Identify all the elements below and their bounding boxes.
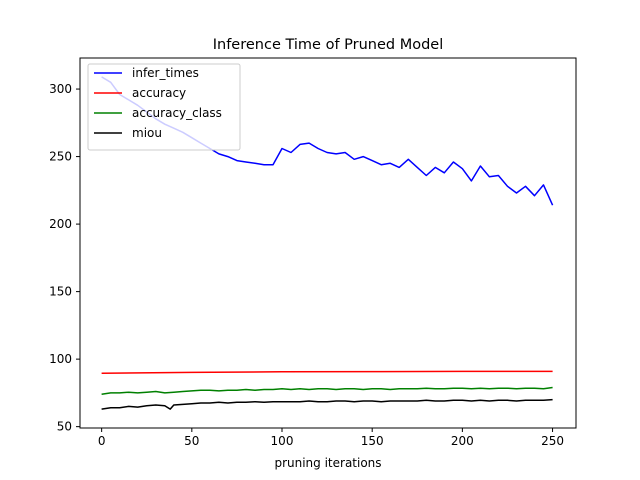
y-tick-label: 200: [49, 217, 72, 231]
y-tick-label: 50: [57, 420, 72, 434]
x-tick-label: 250: [541, 434, 564, 448]
tick-layer: 0 50 100 150 200 250 50 100 150 200 250 300: [49, 82, 564, 448]
x-tick-label: 150: [361, 434, 384, 448]
legend-label-accuracy-class: accuracy_class: [132, 106, 222, 120]
legend-label-miou: miou: [132, 126, 162, 140]
y-tick-label: 150: [49, 285, 72, 299]
x-tick-label: 100: [271, 434, 294, 448]
x-tick-label: 200: [451, 434, 474, 448]
legend-box: [87, 63, 241, 151]
y-tick-label: 250: [49, 150, 72, 164]
x-axis-label: pruning iterations: [274, 456, 381, 470]
plot-frame: [79, 57, 577, 429]
legend-label-accuracy: accuracy: [132, 86, 186, 100]
y-tick-label: 100: [49, 352, 72, 366]
legend-label-infer-times: infer_times: [132, 66, 199, 80]
series-line-miou: [101, 398, 553, 410]
series-line-accuracy-class: [101, 386, 553, 395]
chart-title: Inference Time of Pruned Model: [213, 37, 444, 53]
y-tick-label: 300: [49, 82, 72, 96]
x-tick-label: 50: [184, 434, 199, 448]
series-line-accuracy: [101, 370, 553, 375]
x-tick-label: 0: [98, 434, 106, 448]
